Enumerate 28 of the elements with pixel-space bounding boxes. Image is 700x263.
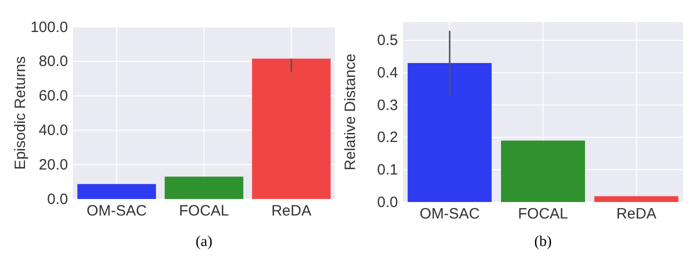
y-tick-label: 0.4 [377, 64, 398, 82]
bar [501, 140, 585, 202]
y-tick-label: 40.0 [38, 122, 68, 139]
y-tick-label: 0.5 [377, 32, 398, 50]
y-tick-label: 60.0 [38, 88, 68, 105]
bar [77, 184, 156, 199]
x-tick-label: OM-SAC [86, 202, 147, 220]
x-axis-title: (b) [534, 234, 552, 250]
bar [594, 196, 678, 202]
y-tick-label: 0.1 [377, 161, 398, 178]
bar [164, 176, 244, 199]
bar [408, 63, 492, 202]
y-axis-title: Relative Distance [342, 54, 359, 170]
x-tick-label: OM-SAC [420, 206, 480, 223]
y-tick-label: 0.0 [377, 194, 398, 211]
y-tick-label: 0.0 [47, 190, 68, 208]
x-tick-label: ReDA [271, 202, 312, 220]
y-tick-label: 80.0 [38, 53, 68, 70]
bar [252, 58, 331, 199]
y-tick-label: 20.0 [38, 156, 68, 174]
y-axis-title: Episodic Returns [12, 56, 29, 170]
y-tick-label: 100.0 [30, 18, 68, 36]
x-tick-label: ReDA [616, 206, 656, 223]
x-axis-title: (a) [196, 234, 212, 250]
y-tick-label: 0.2 [377, 129, 398, 146]
x-tick-label: FOCAL [518, 206, 568, 223]
y-tick-label: 0.3 [377, 96, 398, 114]
x-tick-label: FOCAL [178, 202, 230, 220]
